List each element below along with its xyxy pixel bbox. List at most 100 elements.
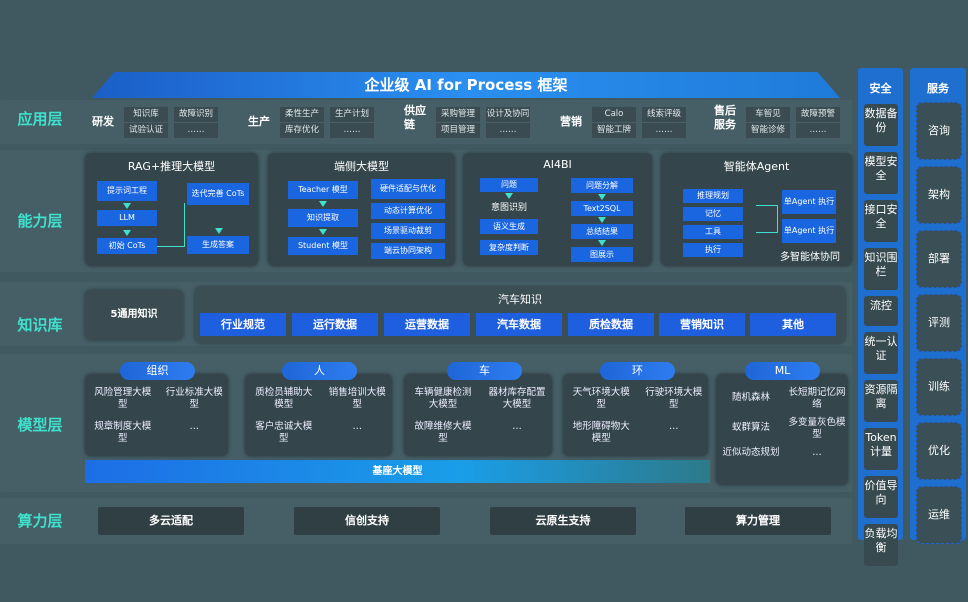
panel-rag: RAG+推理大模型 提示词工程 LLM 初始 CoTs 迭代完善 CoTs 生成…: [85, 153, 258, 266]
box-planning: 推理规划: [683, 189, 743, 203]
model-item: 车辆健康检测大模型: [414, 387, 472, 410]
multi-agent-label: 多智能体协同: [780, 252, 840, 263]
box-summary: 总结结果: [571, 224, 633, 239]
app-item[interactable]: 车智见: [746, 107, 790, 122]
box-single-agent-1: 单Agent 执行: [782, 190, 836, 214]
model-item: …: [512, 421, 522, 432]
box-single-agent-2: 单Agent 执行: [782, 219, 836, 243]
app-item[interactable]: 线索评级: [642, 107, 686, 122]
app-item[interactable]: ……: [330, 123, 374, 138]
model-panel: [563, 374, 708, 456]
panel-title: 端侧大模型: [334, 160, 389, 173]
security-item[interactable]: 知识围栏: [864, 248, 898, 290]
knowledge-item[interactable]: 营销知识: [659, 313, 745, 336]
app-item[interactable]: 智能诊修: [746, 123, 790, 138]
model-group-1[interactable]: 人: [282, 362, 357, 380]
app-item[interactable]: Calo: [592, 107, 636, 122]
app-item[interactable]: 采购管理: [436, 107, 480, 122]
box-tools: 工具: [683, 225, 743, 239]
app-item[interactable]: 故障预警: [796, 107, 840, 122]
model-panel: [245, 374, 392, 456]
services-title: 服务: [927, 82, 949, 95]
model-group-0[interactable]: 组织: [120, 362, 195, 380]
compute-item-1[interactable]: 信创支持: [294, 507, 440, 535]
security-item[interactable]: 价值导向: [864, 476, 898, 518]
panel-title: 智能体Agent: [723, 160, 790, 173]
security-item[interactable]: 流控: [864, 296, 898, 326]
knowledge-item[interactable]: 汽车数据: [476, 313, 562, 336]
box-answer: 生成答案: [187, 236, 249, 254]
service-item[interactable]: 评测: [916, 294, 962, 352]
compute-item-2[interactable]: 云原生支持: [490, 507, 636, 535]
app-item[interactable]: ……: [796, 123, 840, 138]
model-item: 蚁群算法: [731, 422, 770, 433]
intent-recognition: 意图识别: [490, 203, 527, 213]
compute-item-0[interactable]: 多云适配: [98, 507, 244, 535]
model-item: 风险管理大模型: [94, 387, 152, 410]
service-item[interactable]: 咨询: [916, 102, 962, 160]
app-item[interactable]: 设计及协同: [486, 107, 530, 122]
security-title: 安全: [869, 82, 892, 95]
connector-line: [157, 203, 185, 247]
compute-item-3[interactable]: 算力管理: [685, 507, 831, 535]
app-item[interactable]: 智能工牌: [592, 123, 636, 138]
app-item[interactable]: 生产计划: [330, 107, 374, 122]
app-item[interactable]: ……: [174, 123, 218, 138]
model-item: 多变量灰色模型: [788, 417, 846, 440]
box-distill: 知识提取: [288, 209, 358, 227]
box-llm: LLM: [97, 210, 157, 226]
security-item[interactable]: Token计量: [864, 428, 898, 470]
knowledge-item[interactable]: 运行数据: [292, 313, 378, 336]
label-model-layer: 模型层: [17, 416, 63, 434]
app-item[interactable]: 项目管理: [436, 123, 480, 138]
security-item[interactable]: 负载均衡: [864, 524, 898, 566]
app-item[interactable]: 知识库: [124, 107, 168, 122]
arrow-down-icon: [319, 229, 327, 235]
service-item[interactable]: 架构: [916, 166, 962, 224]
panel-agent: 智能体Agent 推理规划 记忆 工具 执行 单Agent 执行 单Agent …: [661, 153, 852, 266]
box-iterate-cots: 迭代完善 CoTs: [187, 183, 249, 205]
app-item[interactable]: ……: [642, 123, 686, 138]
knowledge-item[interactable]: 质检数据: [568, 313, 654, 336]
app-item[interactable]: 故障识别: [174, 107, 218, 122]
box-question: 问题: [480, 178, 538, 192]
knowledge-item[interactable]: 其他: [750, 313, 836, 336]
model-item: 天气环境大模型: [572, 387, 630, 410]
model-group-2[interactable]: 车: [447, 362, 522, 380]
security-item[interactable]: 数据备份: [864, 104, 898, 146]
security-item[interactable]: 资源隔离: [864, 380, 898, 422]
page-title: 企业级 AI for Process 框架: [92, 72, 840, 98]
app-item[interactable]: ……: [486, 123, 530, 138]
security-item[interactable]: 模型安全: [864, 152, 898, 194]
model-group-4[interactable]: ML: [745, 362, 820, 380]
general-knowledge: 5通用知识: [85, 290, 183, 340]
model-item: 质检员辅助大模型: [255, 387, 313, 410]
app-item[interactable]: 柔性生产: [280, 107, 324, 122]
app-item[interactable]: 库存优化: [280, 123, 324, 138]
base-model-bar: 基座大模型: [85, 460, 710, 483]
arrow-down-icon: [598, 194, 606, 200]
security-item[interactable]: 统一认证: [864, 332, 898, 374]
arrow-down-icon: [123, 203, 131, 209]
label-compute-layer: 算力层: [17, 512, 63, 530]
box-hw-adapt: 硬件适配与优化: [371, 179, 445, 199]
model-item: 近似动态规划: [722, 447, 780, 458]
panel-title: AI4BI: [543, 158, 572, 171]
model-group-3[interactable]: 环: [600, 362, 675, 380]
panel-edge-model: 端侧大模型 Teacher 模型 知识提取 Student 模型 硬件适配与优化…: [268, 153, 455, 266]
service-item[interactable]: 部署: [916, 230, 962, 288]
model-item: 器材库存配置大模型: [488, 387, 546, 410]
box-memory: 记忆: [683, 207, 743, 221]
model-item: 规章制度大模型: [94, 421, 152, 444]
app-group-label: 研发: [92, 115, 114, 128]
connector-line: [756, 205, 778, 233]
service-item[interactable]: 优化: [916, 422, 962, 480]
service-item[interactable]: 训练: [916, 358, 962, 416]
box-scene-prune: 场景驱动裁剪: [371, 223, 445, 239]
knowledge-item[interactable]: 行业规范: [200, 313, 286, 336]
security-item[interactable]: 接口安全: [864, 200, 898, 242]
model-item: 客户忠诚大模型: [255, 421, 313, 444]
knowledge-item[interactable]: 运营数据: [384, 313, 470, 336]
service-item[interactable]: 运维: [916, 486, 962, 544]
app-item[interactable]: 试验认证: [124, 123, 168, 138]
